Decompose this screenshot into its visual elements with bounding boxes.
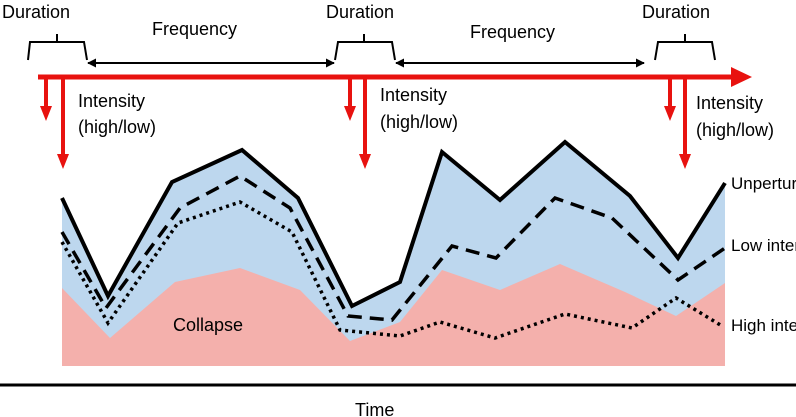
collapse-label: Collapse	[173, 315, 243, 335]
collapse-region	[62, 264, 725, 366]
duration-brace-1	[27, 34, 88, 61]
frequency-label-1: Frequency	[152, 19, 237, 39]
time-axis-label: Time	[355, 400, 394, 417]
high-intensity-label: High intensity	[731, 316, 796, 335]
intensity-label-3-line1: Intensity	[696, 93, 763, 113]
disturbance-arrows	[40, 77, 691, 169]
low-intensity-label: Low intensity	[731, 236, 796, 255]
unperturbed-curve	[60, 139, 727, 309]
duration-brace-2	[334, 34, 396, 61]
intensity-label-1-line1: Intensity	[78, 91, 145, 111]
duration-label-3: Duration	[642, 2, 710, 22]
duration-brace-3	[654, 34, 716, 61]
timeline-arrowhead	[731, 67, 752, 87]
duration-label-2: Duration	[326, 2, 394, 22]
unperturbed-label: Unperturbed	[731, 174, 796, 193]
low-intensity-curve	[60, 173, 726, 322]
frequency-label-2: Frequency	[470, 22, 555, 42]
intensity-label-1-line2: (high/low)	[78, 117, 156, 137]
duration-label-1: Duration	[2, 2, 70, 22]
intensity-label-2-line2: (high/low)	[380, 112, 458, 132]
intensity-label-3-line2: (high/low)	[696, 120, 774, 140]
intensity-label-2-line1: Intensity	[380, 85, 447, 105]
